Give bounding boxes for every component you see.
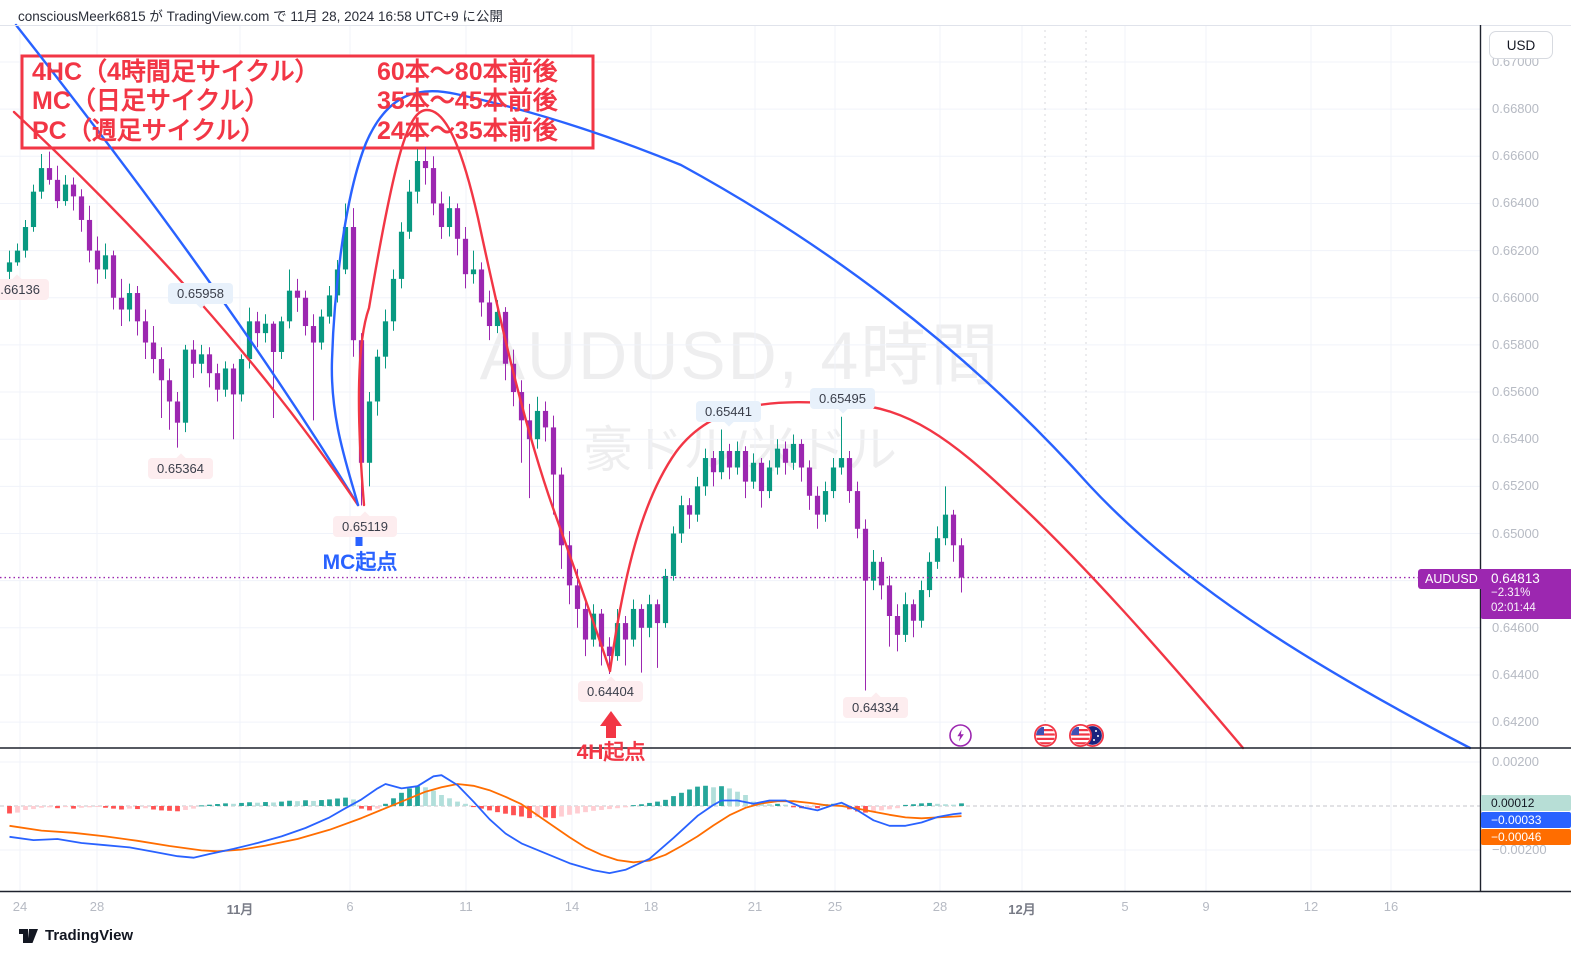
indicator-value-badge: −0.00046 bbox=[1481, 829, 1571, 845]
h4-up-arrow[interactable] bbox=[600, 711, 622, 738]
indicator-value-badge: 0.00012 bbox=[1481, 795, 1571, 811]
time-axis-tick: 16 bbox=[1383, 899, 1399, 914]
time-axis-tick: 6 bbox=[346, 899, 354, 914]
price-label-pill[interactable]: 0.65495 bbox=[810, 388, 875, 414]
time-axis-tick: 5 bbox=[1121, 899, 1129, 914]
price-label-pill[interactable]: 0.65364 bbox=[148, 453, 213, 479]
grid-lines bbox=[0, 25, 1480, 891]
price-label-pill[interactable]: 0.64404 bbox=[578, 676, 643, 702]
time-axis-tick: 25 bbox=[827, 899, 843, 914]
price-axis-tick: 0.66800 bbox=[1492, 101, 1539, 117]
symbol-price-line-tag: AUDUSD bbox=[1418, 569, 1485, 589]
price-change-percent: −2.31% bbox=[1491, 587, 1531, 599]
h4-cycle-start-label: 4H起点 bbox=[576, 741, 646, 764]
time-axis-tick: 14 bbox=[564, 899, 580, 914]
time-axis-tick: 12 bbox=[1303, 899, 1319, 914]
price-label-pill[interactable]: 0.65958 bbox=[168, 283, 233, 309]
price-axis-tick: 0.65800 bbox=[1492, 336, 1539, 352]
price-label-pill[interactable]: 0.64334 bbox=[843, 692, 908, 718]
macd-line bbox=[9, 774, 962, 874]
price-axis-tick: 0.65600 bbox=[1492, 384, 1539, 400]
candles bbox=[6, 146, 965, 691]
time-axis-tick: 18 bbox=[643, 899, 659, 914]
current-price: 0.64813 bbox=[1491, 571, 1540, 586]
price-axis-tick: 0.65200 bbox=[1492, 478, 1539, 494]
time-axis-tick: 12月 bbox=[1008, 902, 1036, 917]
price-axis-tick: 0.66000 bbox=[1492, 289, 1539, 305]
watermark-symbol-jp: 豪ドル/米ドル bbox=[583, 422, 897, 478]
price-axis-tick: 0.65400 bbox=[1492, 431, 1539, 447]
price-axis-tick: 0.64600 bbox=[1492, 619, 1539, 635]
time-axis-tick: 24 bbox=[12, 899, 28, 914]
us-flag-icon[interactable] bbox=[1033, 723, 1058, 753]
price-axis-tick: 0.64200 bbox=[1492, 714, 1539, 730]
event-guide-lines bbox=[1044, 30, 1087, 722]
price-axis-tick: 0.66600 bbox=[1492, 148, 1539, 164]
indicator-axis-tick: 0.00200 bbox=[1492, 754, 1539, 769]
mc-cycle-start-label: MC起点 bbox=[322, 551, 398, 574]
indicator-value-badge: −0.00033 bbox=[1481, 812, 1571, 828]
price-label-pill[interactable]: 0.65119 bbox=[333, 511, 398, 537]
annotation-row: MC（日足サイクル） 35本〜45本前後 bbox=[32, 87, 558, 116]
publish-header: consciousMeerk6815 が TradingView.com で 1… bbox=[18, 9, 503, 24]
red-cycle-narrow bbox=[357, 108, 612, 673]
lightning-icon[interactable] bbox=[948, 723, 973, 753]
annotation-row: PC（週足サイクル） 24本〜35本前後 bbox=[32, 116, 558, 145]
time-axis-tick: 21 bbox=[747, 899, 763, 914]
price-axis-tick: 0.64400 bbox=[1492, 666, 1539, 682]
us-au-flags-icon[interactable] bbox=[1068, 723, 1105, 748]
time-axis-tick: 28 bbox=[932, 899, 948, 914]
blue-dome-cycle bbox=[330, 89, 1472, 750]
time-axis-tick: 11月 bbox=[226, 902, 254, 917]
tradingview-logo[interactable]: TradingView bbox=[18, 927, 133, 944]
time-axis-tick: 28 bbox=[89, 899, 105, 914]
macd-indicator bbox=[0, 774, 1480, 874]
annotation-box-frame bbox=[20, 54, 595, 150]
time-axis-tick: 11 bbox=[459, 899, 473, 914]
price-axis-tick: 0.65000 bbox=[1492, 525, 1539, 541]
blue-line-to-mc bbox=[14, 23, 360, 507]
annotation-row: 4HC（4時間足サイクル） 60本〜80本前後 bbox=[32, 58, 558, 87]
bar-countdown: 02:01:44 bbox=[1491, 602, 1536, 614]
price-axis-tick: 0.66200 bbox=[1492, 242, 1539, 258]
tradingview-logo-text: TradingView bbox=[45, 927, 134, 944]
red-cycle-wide bbox=[608, 401, 1245, 750]
price-label-pill[interactable]: 0.66136 bbox=[0, 274, 49, 300]
indicator-axis-tick: −0.00200 bbox=[1492, 842, 1547, 857]
time-axis-tick: 9 bbox=[1202, 899, 1210, 914]
watermark-symbol: AUDUSD, 4時間 bbox=[479, 318, 1001, 394]
current-price-badge: 0.64813 −2.31% 02:01:44 bbox=[1481, 569, 1571, 619]
currency-toggle-button[interactable]: USD bbox=[1489, 31, 1553, 59]
price-label-pill[interactable]: 0.65441 bbox=[696, 401, 761, 427]
macd-signal-line bbox=[9, 783, 962, 864]
price-axis-tick: 0.66400 bbox=[1492, 195, 1539, 211]
tradingview-logo-icon bbox=[19, 928, 38, 943]
cycle-annotation-box[interactable]: 4HC（4時間足サイクル） 60本〜80本前後 MC（日足サイクル） 35本〜4… bbox=[22, 56, 593, 148]
